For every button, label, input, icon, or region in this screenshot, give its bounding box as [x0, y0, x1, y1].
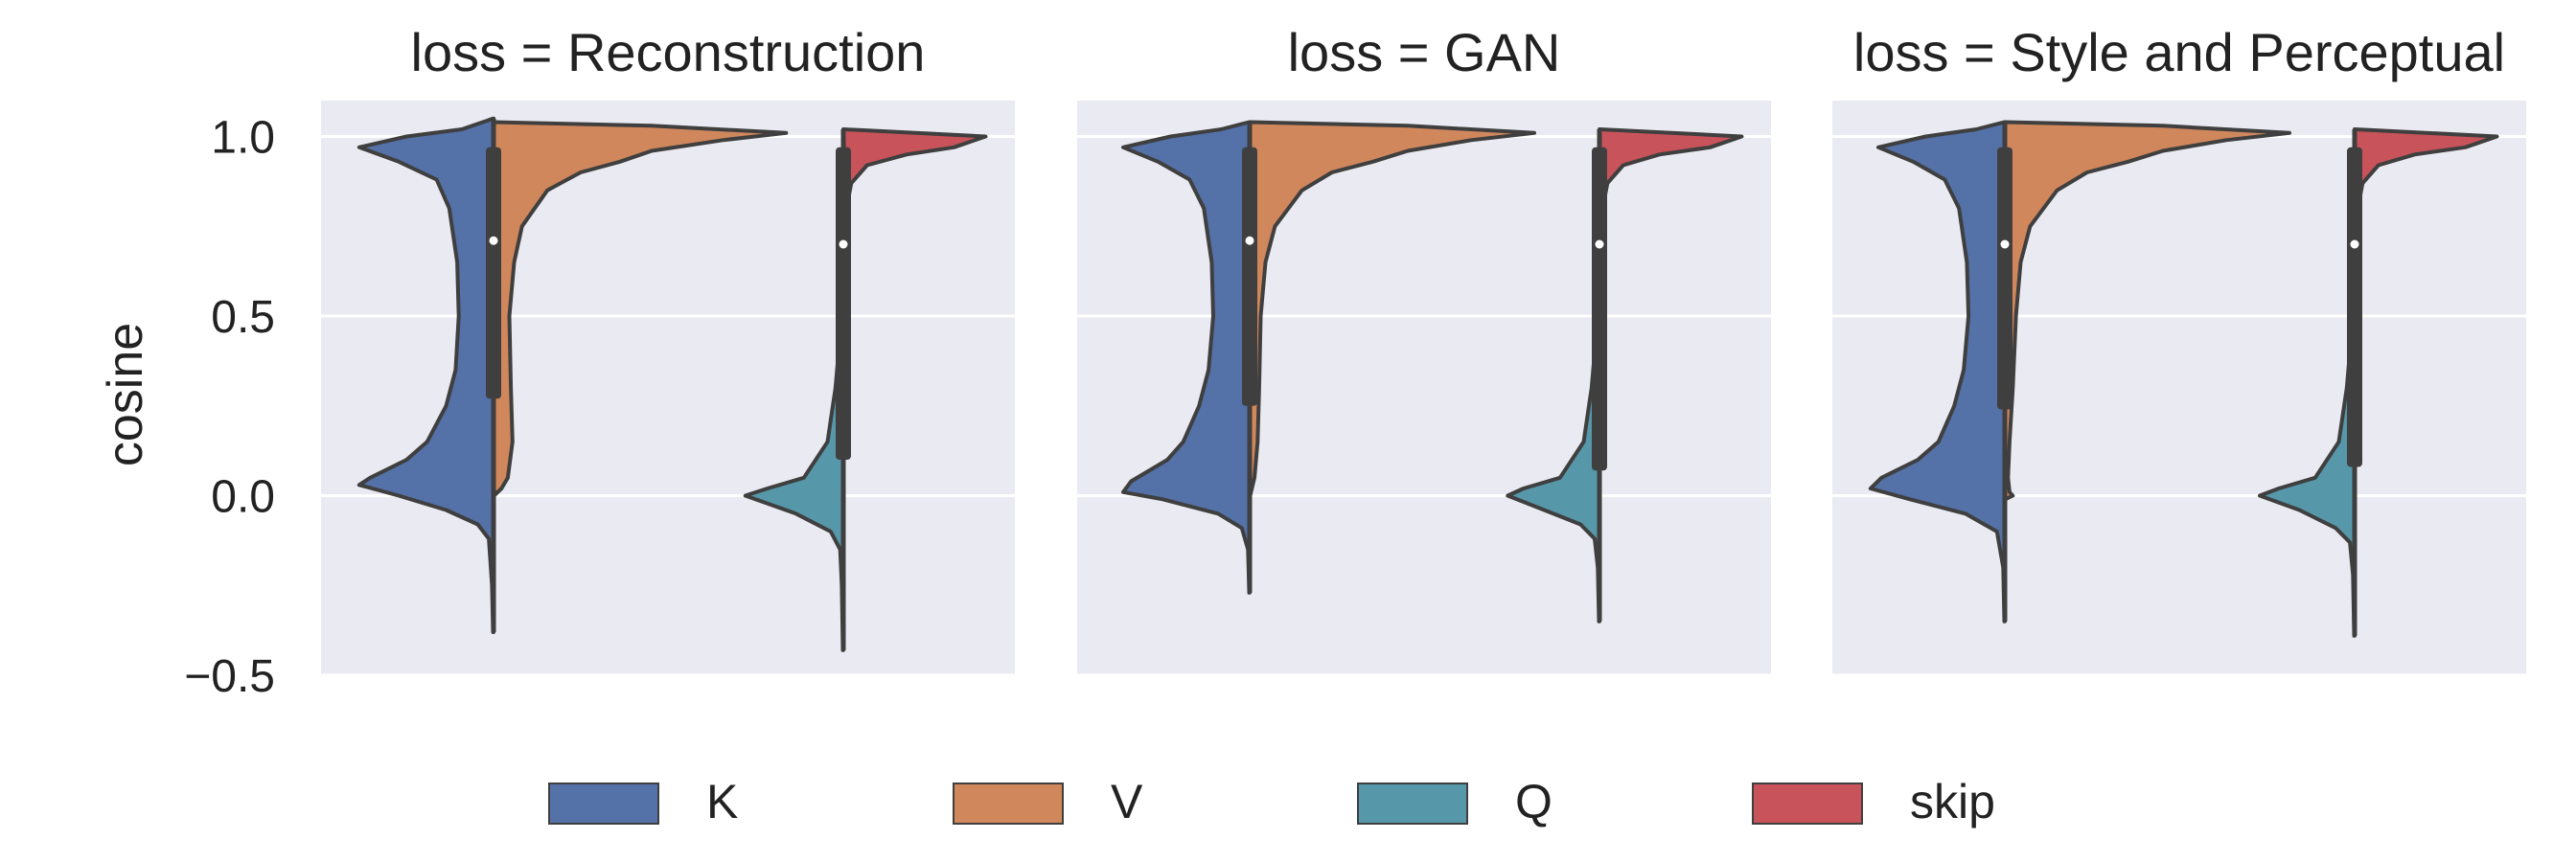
- box-iqr: [1997, 147, 2012, 410]
- legend-item-v: V: [953, 775, 1143, 828]
- violin-v-right: [1248, 120, 1536, 498]
- legend-swatch: [1752, 783, 1863, 825]
- box-median: [2000, 239, 2010, 249]
- panel-background: [321, 101, 1015, 675]
- y-axis-label: cosine: [98, 323, 153, 466]
- legend-label: K: [706, 775, 738, 828]
- facet-title: loss = GAN: [1288, 22, 1561, 82]
- box-iqr: [2347, 147, 2362, 467]
- box-iqr: [1242, 147, 1257, 406]
- y-tick-label: 1.0: [211, 113, 275, 164]
- legend-item-skip: skip: [1752, 775, 1995, 828]
- legend-swatch: [548, 783, 659, 825]
- box-iqr: [836, 147, 851, 460]
- legend-swatch: [1357, 783, 1468, 825]
- legend-label: V: [1111, 775, 1143, 828]
- y-tick-label: 0.5: [211, 292, 275, 343]
- facet-1: loss = Reconstruction 1.0 0.5 0.0 −0.5: [184, 22, 1015, 702]
- box-median: [2350, 239, 2359, 249]
- legend-label: Q: [1515, 775, 1552, 828]
- box-iqr: [486, 147, 501, 399]
- legend-label: skip: [1910, 775, 1995, 828]
- box-median: [1245, 236, 1254, 245]
- violin-k-left: [1121, 120, 1252, 595]
- y-tick-label: −0.5: [184, 651, 275, 702]
- legend-item-q: Q: [1357, 775, 1552, 828]
- panel-background: [1832, 101, 2526, 675]
- facet-2: loss = GAN: [1077, 22, 1771, 677]
- legend-swatch: [953, 783, 1064, 825]
- violin-v-right: [492, 120, 789, 498]
- facet-title: loss = Style and Perceptual: [1853, 22, 2505, 82]
- y-tick-label: 0.0: [211, 472, 275, 523]
- facet-3: loss = Style and Perceptual: [1832, 22, 2526, 677]
- box-median: [839, 239, 848, 249]
- box-median: [489, 236, 498, 245]
- legend-item-k: K: [548, 775, 738, 828]
- box-iqr: [1592, 147, 1607, 471]
- facet-title: loss = Reconstruction: [411, 22, 926, 82]
- violin-v-right: [2003, 120, 2291, 502]
- violin-k-left: [1868, 120, 2007, 624]
- panel-background: [1077, 101, 1771, 675]
- box-median: [1595, 239, 1604, 249]
- violin-k-left: [356, 116, 495, 634]
